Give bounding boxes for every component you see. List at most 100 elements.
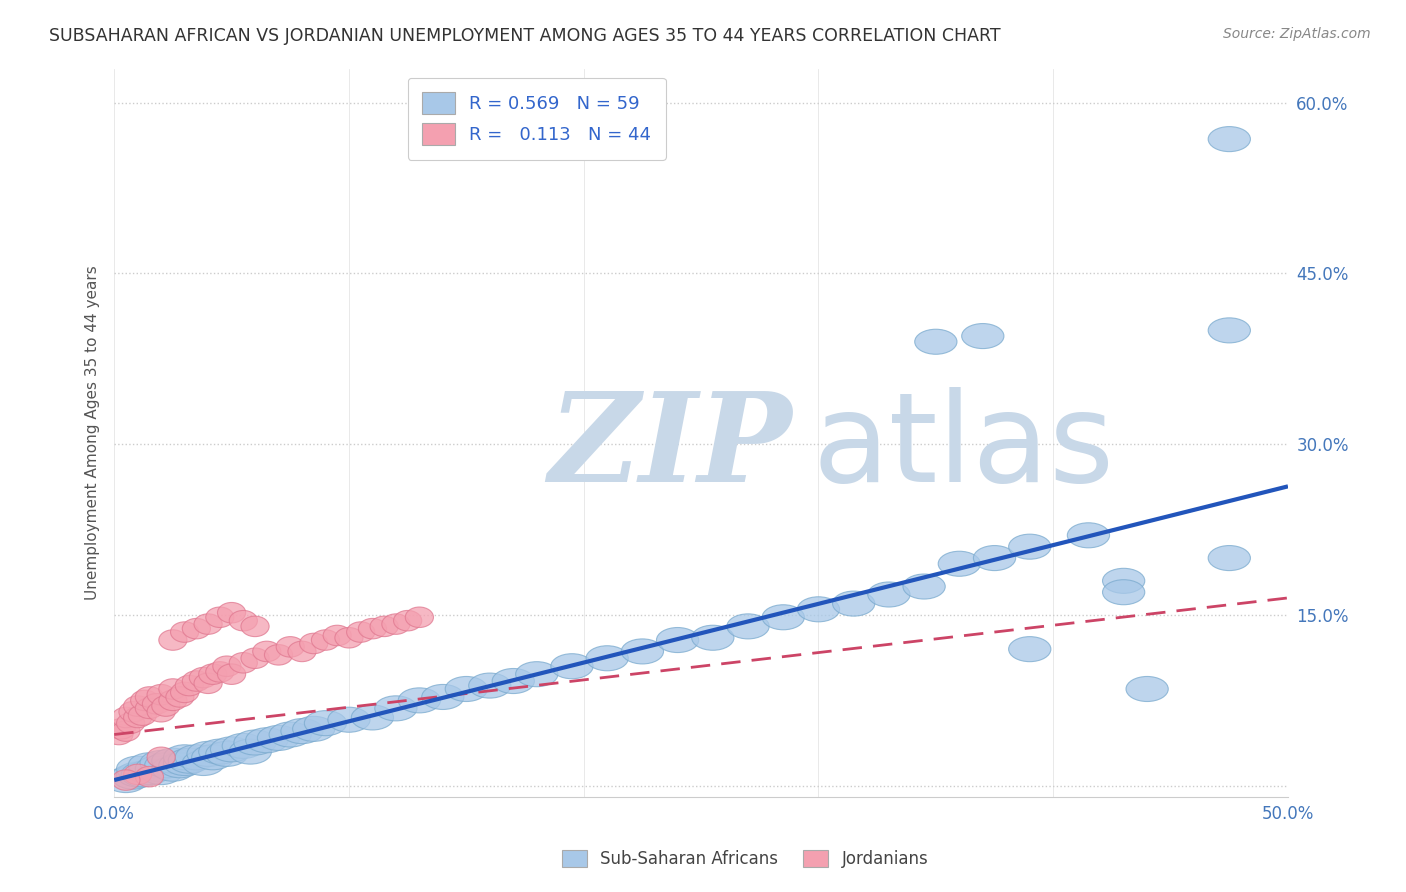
Legend: R = 0.569   N = 59, R =   0.113   N = 44: R = 0.569 N = 59, R = 0.113 N = 44 bbox=[408, 78, 665, 160]
Ellipse shape bbox=[198, 664, 226, 684]
Ellipse shape bbox=[269, 722, 311, 747]
Ellipse shape bbox=[446, 676, 488, 701]
Ellipse shape bbox=[382, 614, 411, 634]
Ellipse shape bbox=[135, 687, 163, 707]
Ellipse shape bbox=[335, 627, 363, 648]
Ellipse shape bbox=[159, 690, 187, 711]
Ellipse shape bbox=[218, 602, 246, 623]
Ellipse shape bbox=[253, 641, 281, 662]
Ellipse shape bbox=[492, 668, 534, 694]
Ellipse shape bbox=[1208, 318, 1250, 343]
Ellipse shape bbox=[166, 687, 194, 707]
Ellipse shape bbox=[159, 630, 187, 650]
Ellipse shape bbox=[191, 745, 233, 770]
Ellipse shape bbox=[159, 753, 201, 778]
Ellipse shape bbox=[112, 770, 141, 790]
Ellipse shape bbox=[124, 764, 152, 785]
Ellipse shape bbox=[124, 696, 152, 716]
Ellipse shape bbox=[422, 684, 464, 709]
Ellipse shape bbox=[142, 694, 170, 714]
Ellipse shape bbox=[124, 707, 152, 728]
Ellipse shape bbox=[205, 662, 233, 682]
Ellipse shape bbox=[117, 756, 159, 781]
Ellipse shape bbox=[276, 637, 304, 657]
Ellipse shape bbox=[218, 664, 246, 684]
Ellipse shape bbox=[359, 618, 387, 639]
Ellipse shape bbox=[163, 750, 205, 775]
Ellipse shape bbox=[292, 716, 335, 741]
Ellipse shape bbox=[170, 682, 198, 703]
Ellipse shape bbox=[551, 654, 593, 679]
Ellipse shape bbox=[311, 630, 340, 650]
Ellipse shape bbox=[229, 739, 271, 764]
Ellipse shape bbox=[973, 546, 1015, 571]
Ellipse shape bbox=[328, 707, 370, 732]
Ellipse shape bbox=[117, 762, 159, 787]
Ellipse shape bbox=[347, 622, 375, 642]
Ellipse shape bbox=[211, 737, 253, 762]
Ellipse shape bbox=[1102, 580, 1144, 605]
Ellipse shape bbox=[176, 745, 218, 770]
Ellipse shape bbox=[304, 711, 347, 736]
Text: Source: ZipAtlas.com: Source: ZipAtlas.com bbox=[1223, 27, 1371, 41]
Ellipse shape bbox=[516, 662, 558, 687]
Ellipse shape bbox=[1208, 546, 1250, 571]
Ellipse shape bbox=[190, 667, 218, 688]
Ellipse shape bbox=[135, 766, 163, 787]
Ellipse shape bbox=[148, 747, 176, 767]
Ellipse shape bbox=[240, 648, 269, 668]
Ellipse shape bbox=[915, 329, 957, 354]
Ellipse shape bbox=[1008, 534, 1050, 559]
Ellipse shape bbox=[1126, 676, 1168, 701]
Ellipse shape bbox=[148, 701, 176, 722]
Ellipse shape bbox=[212, 656, 240, 676]
Ellipse shape bbox=[903, 574, 945, 599]
Y-axis label: Unemployment Among Ages 35 to 44 years: Unemployment Among Ages 35 to 44 years bbox=[86, 266, 100, 600]
Ellipse shape bbox=[163, 745, 205, 770]
Ellipse shape bbox=[170, 622, 198, 642]
Ellipse shape bbox=[131, 690, 159, 711]
Ellipse shape bbox=[233, 730, 276, 755]
Ellipse shape bbox=[112, 721, 141, 741]
Ellipse shape bbox=[176, 675, 204, 696]
Ellipse shape bbox=[962, 324, 1004, 349]
Ellipse shape bbox=[370, 616, 398, 637]
Ellipse shape bbox=[183, 671, 211, 691]
Ellipse shape bbox=[112, 707, 141, 728]
Ellipse shape bbox=[194, 614, 222, 634]
Ellipse shape bbox=[394, 610, 422, 631]
Ellipse shape bbox=[762, 605, 804, 630]
Ellipse shape bbox=[107, 719, 135, 739]
Ellipse shape bbox=[468, 673, 510, 698]
Ellipse shape bbox=[112, 764, 155, 789]
Ellipse shape bbox=[121, 762, 163, 787]
Ellipse shape bbox=[240, 616, 269, 637]
Ellipse shape bbox=[1067, 523, 1109, 548]
Ellipse shape bbox=[145, 753, 187, 778]
Ellipse shape bbox=[352, 705, 394, 730]
Ellipse shape bbox=[159, 679, 187, 699]
Ellipse shape bbox=[868, 582, 910, 607]
Ellipse shape bbox=[727, 614, 769, 639]
Ellipse shape bbox=[281, 719, 323, 744]
Ellipse shape bbox=[194, 673, 222, 694]
Ellipse shape bbox=[938, 551, 980, 576]
Ellipse shape bbox=[135, 698, 163, 719]
Ellipse shape bbox=[183, 618, 211, 639]
Ellipse shape bbox=[398, 688, 440, 713]
Ellipse shape bbox=[299, 633, 328, 654]
Ellipse shape bbox=[264, 645, 292, 665]
Ellipse shape bbox=[152, 696, 180, 716]
Ellipse shape bbox=[198, 739, 240, 764]
Ellipse shape bbox=[621, 639, 664, 664]
Ellipse shape bbox=[288, 641, 316, 662]
Ellipse shape bbox=[128, 705, 156, 725]
Ellipse shape bbox=[405, 607, 433, 627]
Text: atlas: atlas bbox=[813, 387, 1115, 508]
Ellipse shape bbox=[187, 741, 229, 766]
Ellipse shape bbox=[128, 760, 170, 785]
Ellipse shape bbox=[797, 597, 839, 622]
Ellipse shape bbox=[692, 625, 734, 650]
Ellipse shape bbox=[148, 684, 176, 705]
Text: ZIP: ZIP bbox=[548, 386, 792, 508]
